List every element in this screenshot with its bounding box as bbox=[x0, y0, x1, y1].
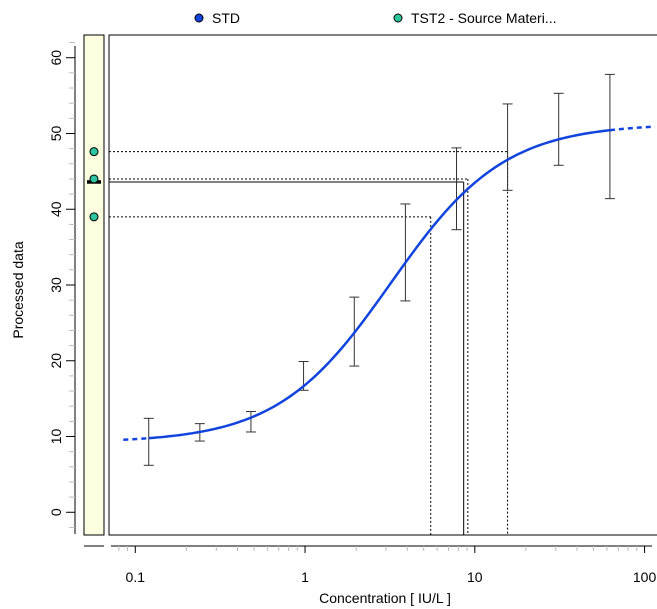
x-tick-label: 0.1 bbox=[126, 569, 146, 585]
x-tick-label: 10 bbox=[467, 569, 483, 585]
error-bars bbox=[143, 73, 615, 466]
sample-point bbox=[89, 174, 99, 184]
interpolation-lines bbox=[109, 151, 509, 535]
y-tick-label: 10 bbox=[48, 429, 64, 445]
x-tick-label: 100 bbox=[633, 569, 657, 585]
x-tick-label: 1 bbox=[301, 569, 309, 585]
y-axis: 0 10 20 30 40 50 60 bbox=[48, 42, 76, 534]
plot-area bbox=[108, 34, 657, 536]
legend-std-marker bbox=[194, 13, 204, 23]
legend: STD TST2 - Source Materi... bbox=[194, 10, 556, 26]
plot-frame bbox=[108, 34, 657, 536]
legend-tst2-marker bbox=[393, 13, 403, 23]
x-axis-ticks: 0.1 1 10 100 bbox=[118, 546, 657, 585]
y-tick-label: 40 bbox=[48, 201, 64, 217]
fit-curve-line bbox=[148, 128, 611, 440]
y-axis-minor-ticks bbox=[69, 42, 75, 528]
y-axis-major-ticks: 0 10 20 30 40 50 60 bbox=[48, 50, 75, 516]
sample-point bbox=[89, 212, 99, 222]
y-axis-title: Processed data bbox=[10, 241, 26, 338]
y-tick-label: 0 bbox=[48, 508, 64, 516]
fit-curve bbox=[123, 125, 655, 441]
fit-curve-extrapolation-low bbox=[123, 436, 149, 441]
fit-curve-extrapolation-high bbox=[609, 125, 655, 132]
y-tick-label: 60 bbox=[48, 50, 64, 66]
sample-strip bbox=[83, 34, 105, 536]
y-tick-label: 30 bbox=[48, 277, 64, 293]
x-axis-title: Concentration [ IU/L ] bbox=[319, 590, 451, 606]
sample-point bbox=[89, 147, 99, 157]
sample-strip-content bbox=[87, 147, 101, 222]
sample-strip-panel bbox=[83, 34, 105, 536]
legend-tst2-label: TST2 - Source Materi... bbox=[411, 10, 556, 26]
legend-std-label: STD bbox=[212, 10, 240, 26]
x-axis: 0.1 1 10 100 bbox=[84, 545, 657, 585]
y-tick-label: 50 bbox=[48, 125, 64, 141]
y-tick-label: 20 bbox=[48, 353, 64, 369]
